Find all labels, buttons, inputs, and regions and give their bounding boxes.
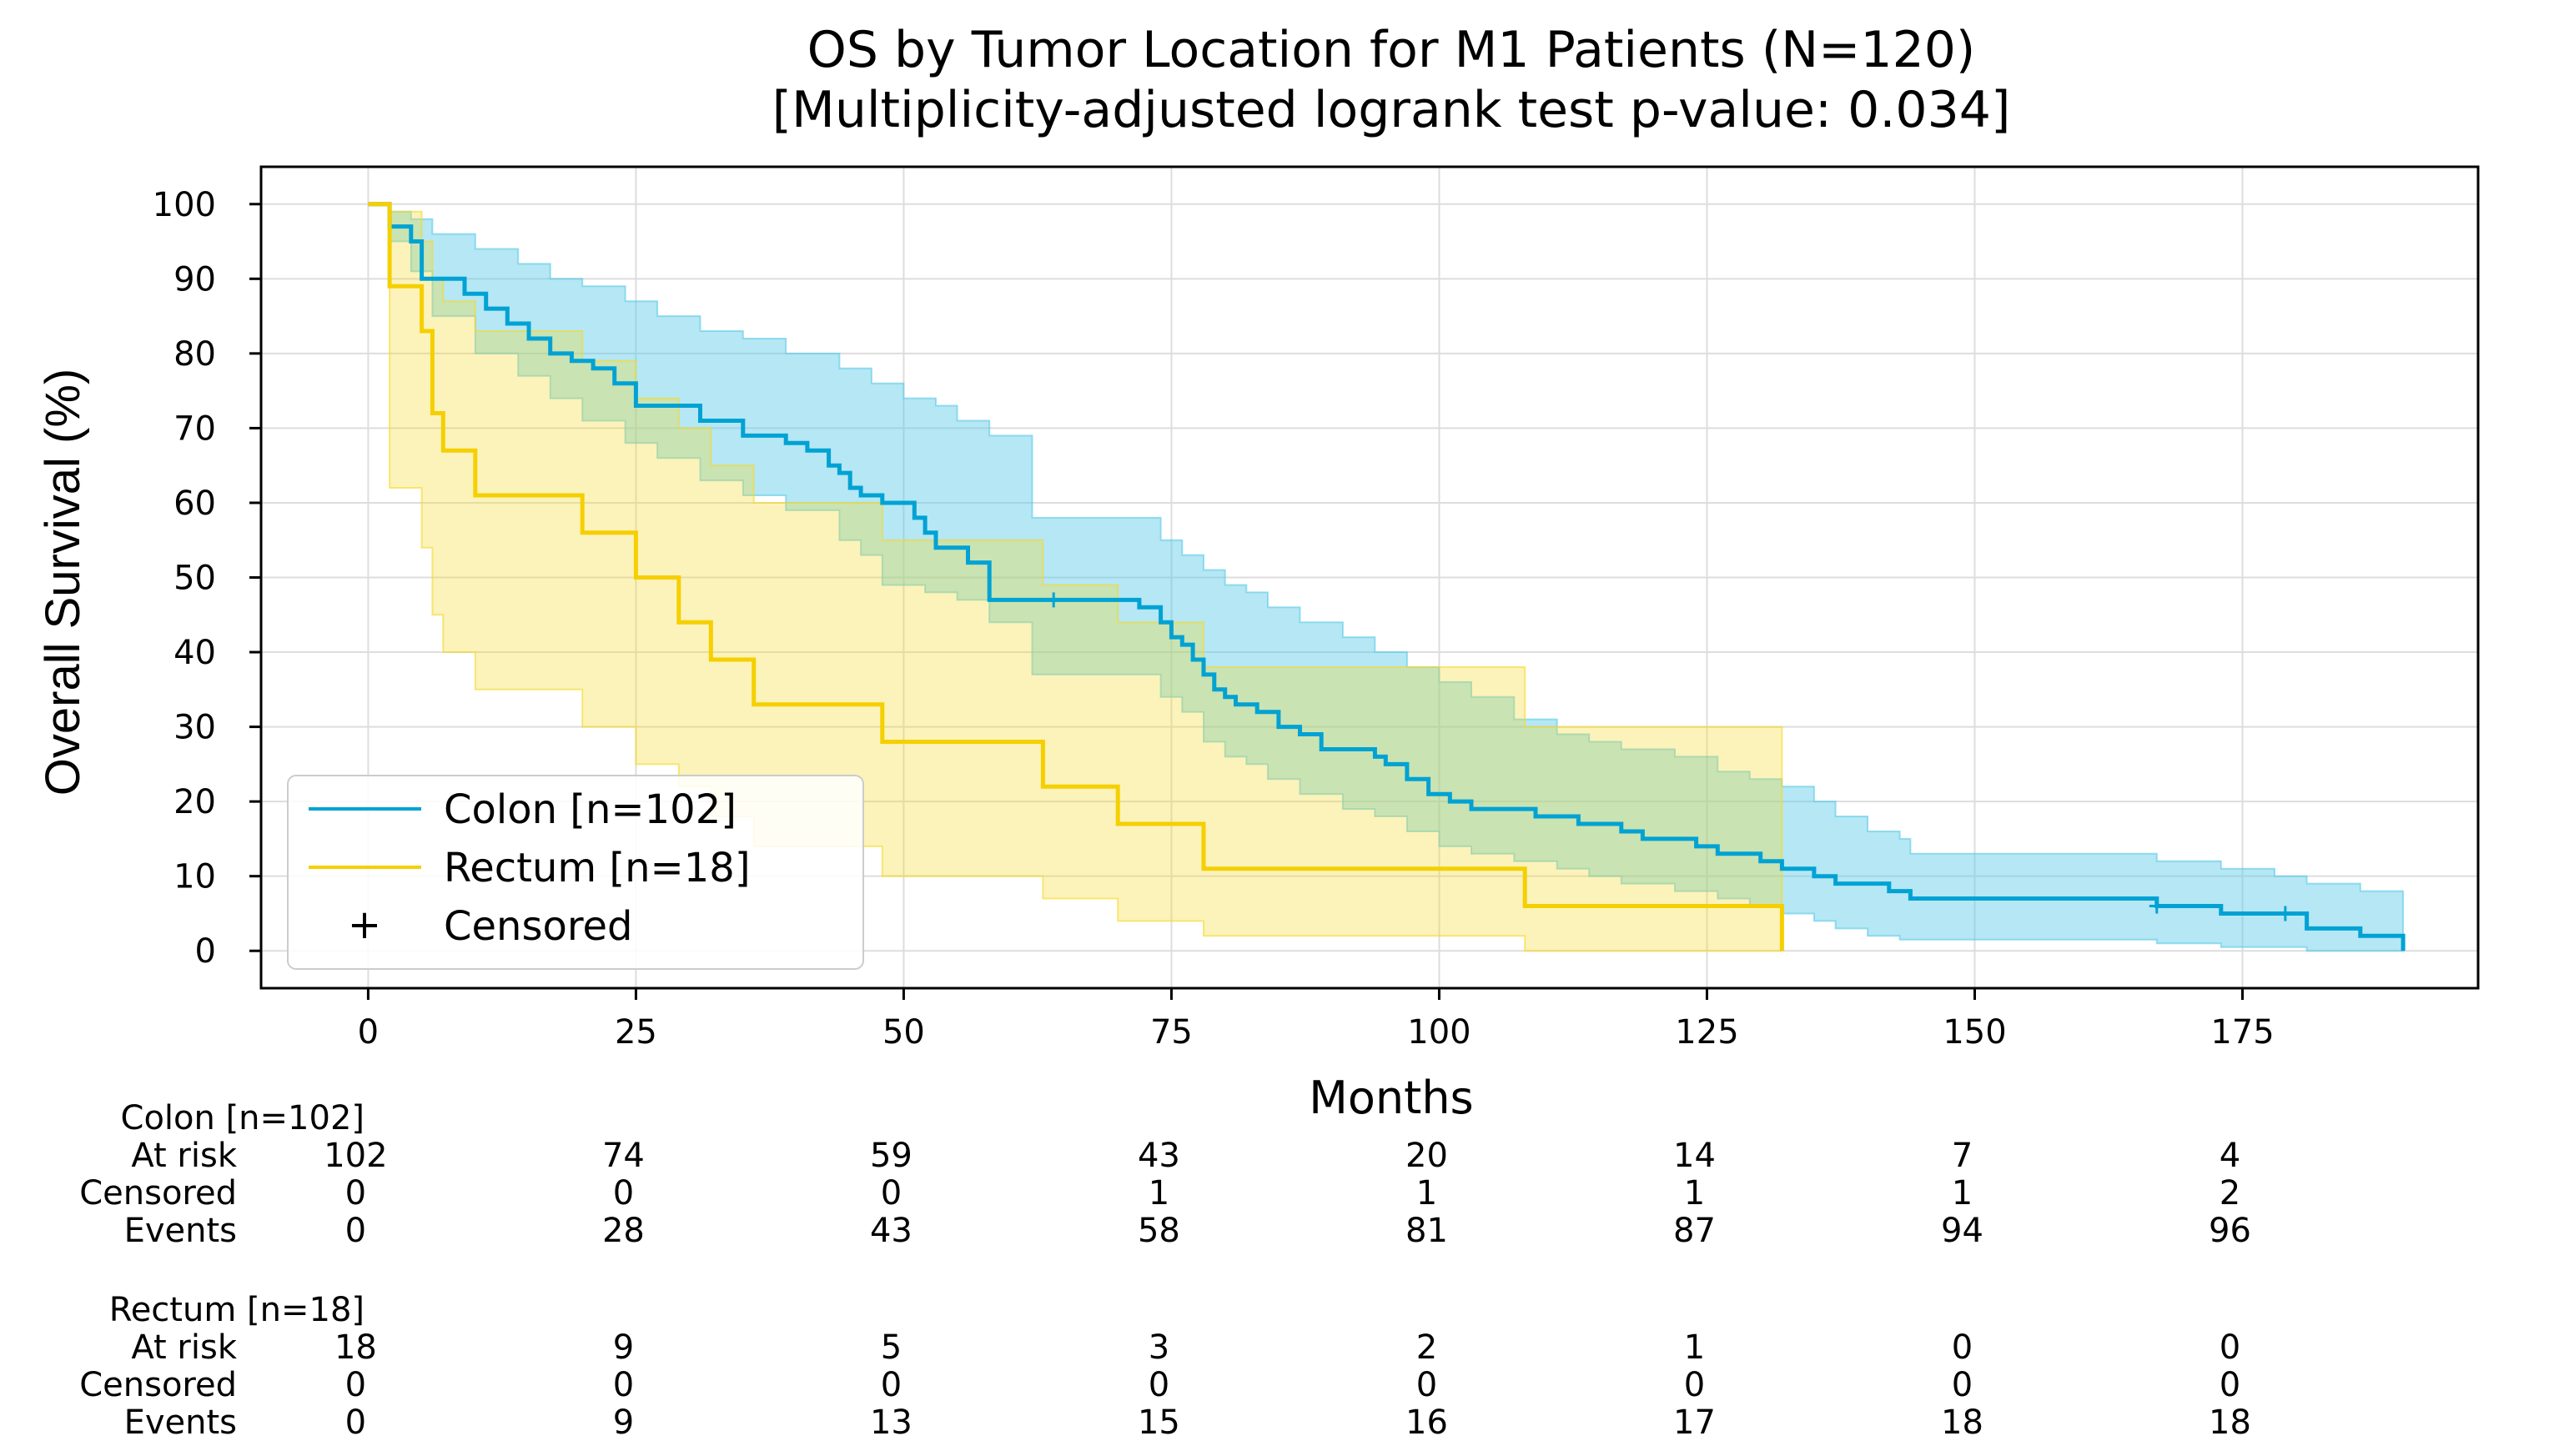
risk-cell: 18 [1941,1403,1983,1442]
y-tick-label: 90 [173,260,216,299]
x-tick-label: 125 [1675,1013,1738,1052]
risk-cell: 14 [1673,1137,1716,1175]
censor-marks [1046,592,2293,921]
risk-cell: 81 [1405,1212,1448,1250]
censor-mark [1046,592,1062,608]
risk-cell: 0 [1952,1328,1973,1367]
risk-cell: 28 [602,1212,645,1250]
risk-cell: 94 [1941,1212,1983,1250]
risk-group-title: Rectum [n=18] [109,1291,364,1329]
risk-cell: 1 [1684,1174,1705,1212]
risk-cell: 16 [1405,1403,1448,1442]
x-tick-label: 0 [358,1013,379,1052]
risk-cell: 5 [881,1328,902,1367]
x-tick-label: 150 [1943,1013,2006,1052]
risk-cell: 20 [1405,1137,1448,1175]
legend: Colon [n=102] Rectum [n=18] + Censored [287,775,864,970]
x-tick-label: 100 [1407,1013,1471,1052]
risk-cell: 87 [1673,1212,1716,1250]
risk-cell: 0 [613,1174,634,1212]
risk-cell: 1 [1684,1328,1705,1367]
risk-cell: 4 [2220,1137,2240,1175]
risk-cell: 7 [1952,1137,1973,1175]
risk-cell: 1 [1416,1174,1437,1212]
survival-curves [368,202,2406,951]
chart-subtitle: [Multiplicity-adjusted logrank test p-va… [772,81,2011,139]
risk-cell: 0 [345,1366,366,1404]
legend-label-censored: Censored [444,903,633,950]
curve-rectum [368,202,1784,951]
risk-cell: 0 [881,1366,902,1404]
ci-band-rectum [368,203,1783,952]
risk-row-label: At risk [131,1328,237,1367]
risk-cell: 9 [613,1328,634,1367]
risk-cell: 13 [870,1403,913,1442]
legend-box [287,775,864,970]
y-tick-label: 100 [153,186,216,224]
risk-cell: 1 [1149,1174,1169,1212]
legend-censor-icon: + [348,901,381,948]
x-tick-label: 175 [2210,1013,2274,1052]
risk-cell: 3 [1149,1328,1169,1367]
x-axis: 0 25 50 75 100 125 150 175 [358,988,2275,1052]
risk-table: Colon [n=102]At risk 102 74 59 43 20 14 7 4Censo… [79,1099,2251,1442]
risk-cell: 74 [602,1137,645,1175]
risk-cell: 0 [345,1403,366,1442]
curve-colon [368,202,2406,951]
risk-cell: 0 [345,1212,366,1250]
risk-cell: 102 [324,1137,387,1175]
risk-cell: 43 [1138,1137,1180,1175]
risk-cell: 9 [613,1403,634,1442]
x-tick-label: 25 [615,1013,657,1052]
risk-cell: 43 [870,1212,913,1250]
risk-cell: 0 [1684,1366,1705,1404]
risk-cell: 0 [881,1174,902,1212]
censor-mark [2149,898,2164,914]
risk-row-label: At risk [131,1137,237,1175]
risk-cell: 2 [2220,1174,2240,1212]
y-axis: 0 10 20 30 40 50 60 70 80 90 100 [153,186,261,971]
risk-cell: 0 [1416,1366,1437,1404]
censor-mark [2277,906,2293,921]
x-tick-label: 50 [882,1013,925,1052]
risk-cell: 0 [2220,1328,2240,1367]
risk-cell: 0 [1952,1366,1973,1404]
x-tick-label: 75 [1150,1013,1193,1052]
chart-title: OS by Tumor Location for M1 Patients (N=… [807,21,1976,79]
risk-cell: 58 [1138,1212,1180,1250]
risk-cell: 0 [2220,1366,2240,1404]
risk-row-label: Censored [79,1174,237,1212]
risk-cell: 0 [345,1174,366,1212]
confidence-bands [368,203,2405,952]
legend-label-colon: Colon [n=102] [444,786,737,833]
y-tick-label: 0 [195,932,216,971]
risk-cell: 96 [2209,1212,2251,1250]
risk-row-label: Events [124,1403,237,1442]
x-axis-label: Months [1309,1072,1473,1124]
ci-band-colon [368,203,2405,952]
risk-row-label: Censored [79,1366,237,1404]
y-tick-label: 80 [173,335,216,374]
risk-row-label: Events [124,1212,237,1250]
y-tick-label: 20 [173,783,216,821]
risk-cell: 18 [2209,1403,2251,1442]
y-tick-label: 50 [173,560,216,598]
risk-cell: 17 [1673,1403,1716,1442]
risk-group-title: Colon [n=102] [121,1099,364,1137]
y-tick-label: 60 [173,484,216,523]
y-tick-label: 40 [173,634,216,672]
risk-cell: 0 [1149,1366,1169,1404]
risk-cell: 15 [1138,1403,1180,1442]
risk-cell: 1 [1952,1174,1973,1212]
y-axis-label: Overall Survival (%) [36,369,90,796]
y-tick-label: 10 [173,858,216,896]
y-tick-label: 70 [173,409,216,448]
risk-cell: 2 [1416,1328,1437,1367]
risk-cell: 0 [613,1366,634,1404]
risk-cell: 59 [870,1137,913,1175]
risk-cell: 18 [334,1328,377,1367]
y-tick-label: 30 [173,709,216,747]
legend-label-rectum: Rectum [n=18] [444,845,751,891]
